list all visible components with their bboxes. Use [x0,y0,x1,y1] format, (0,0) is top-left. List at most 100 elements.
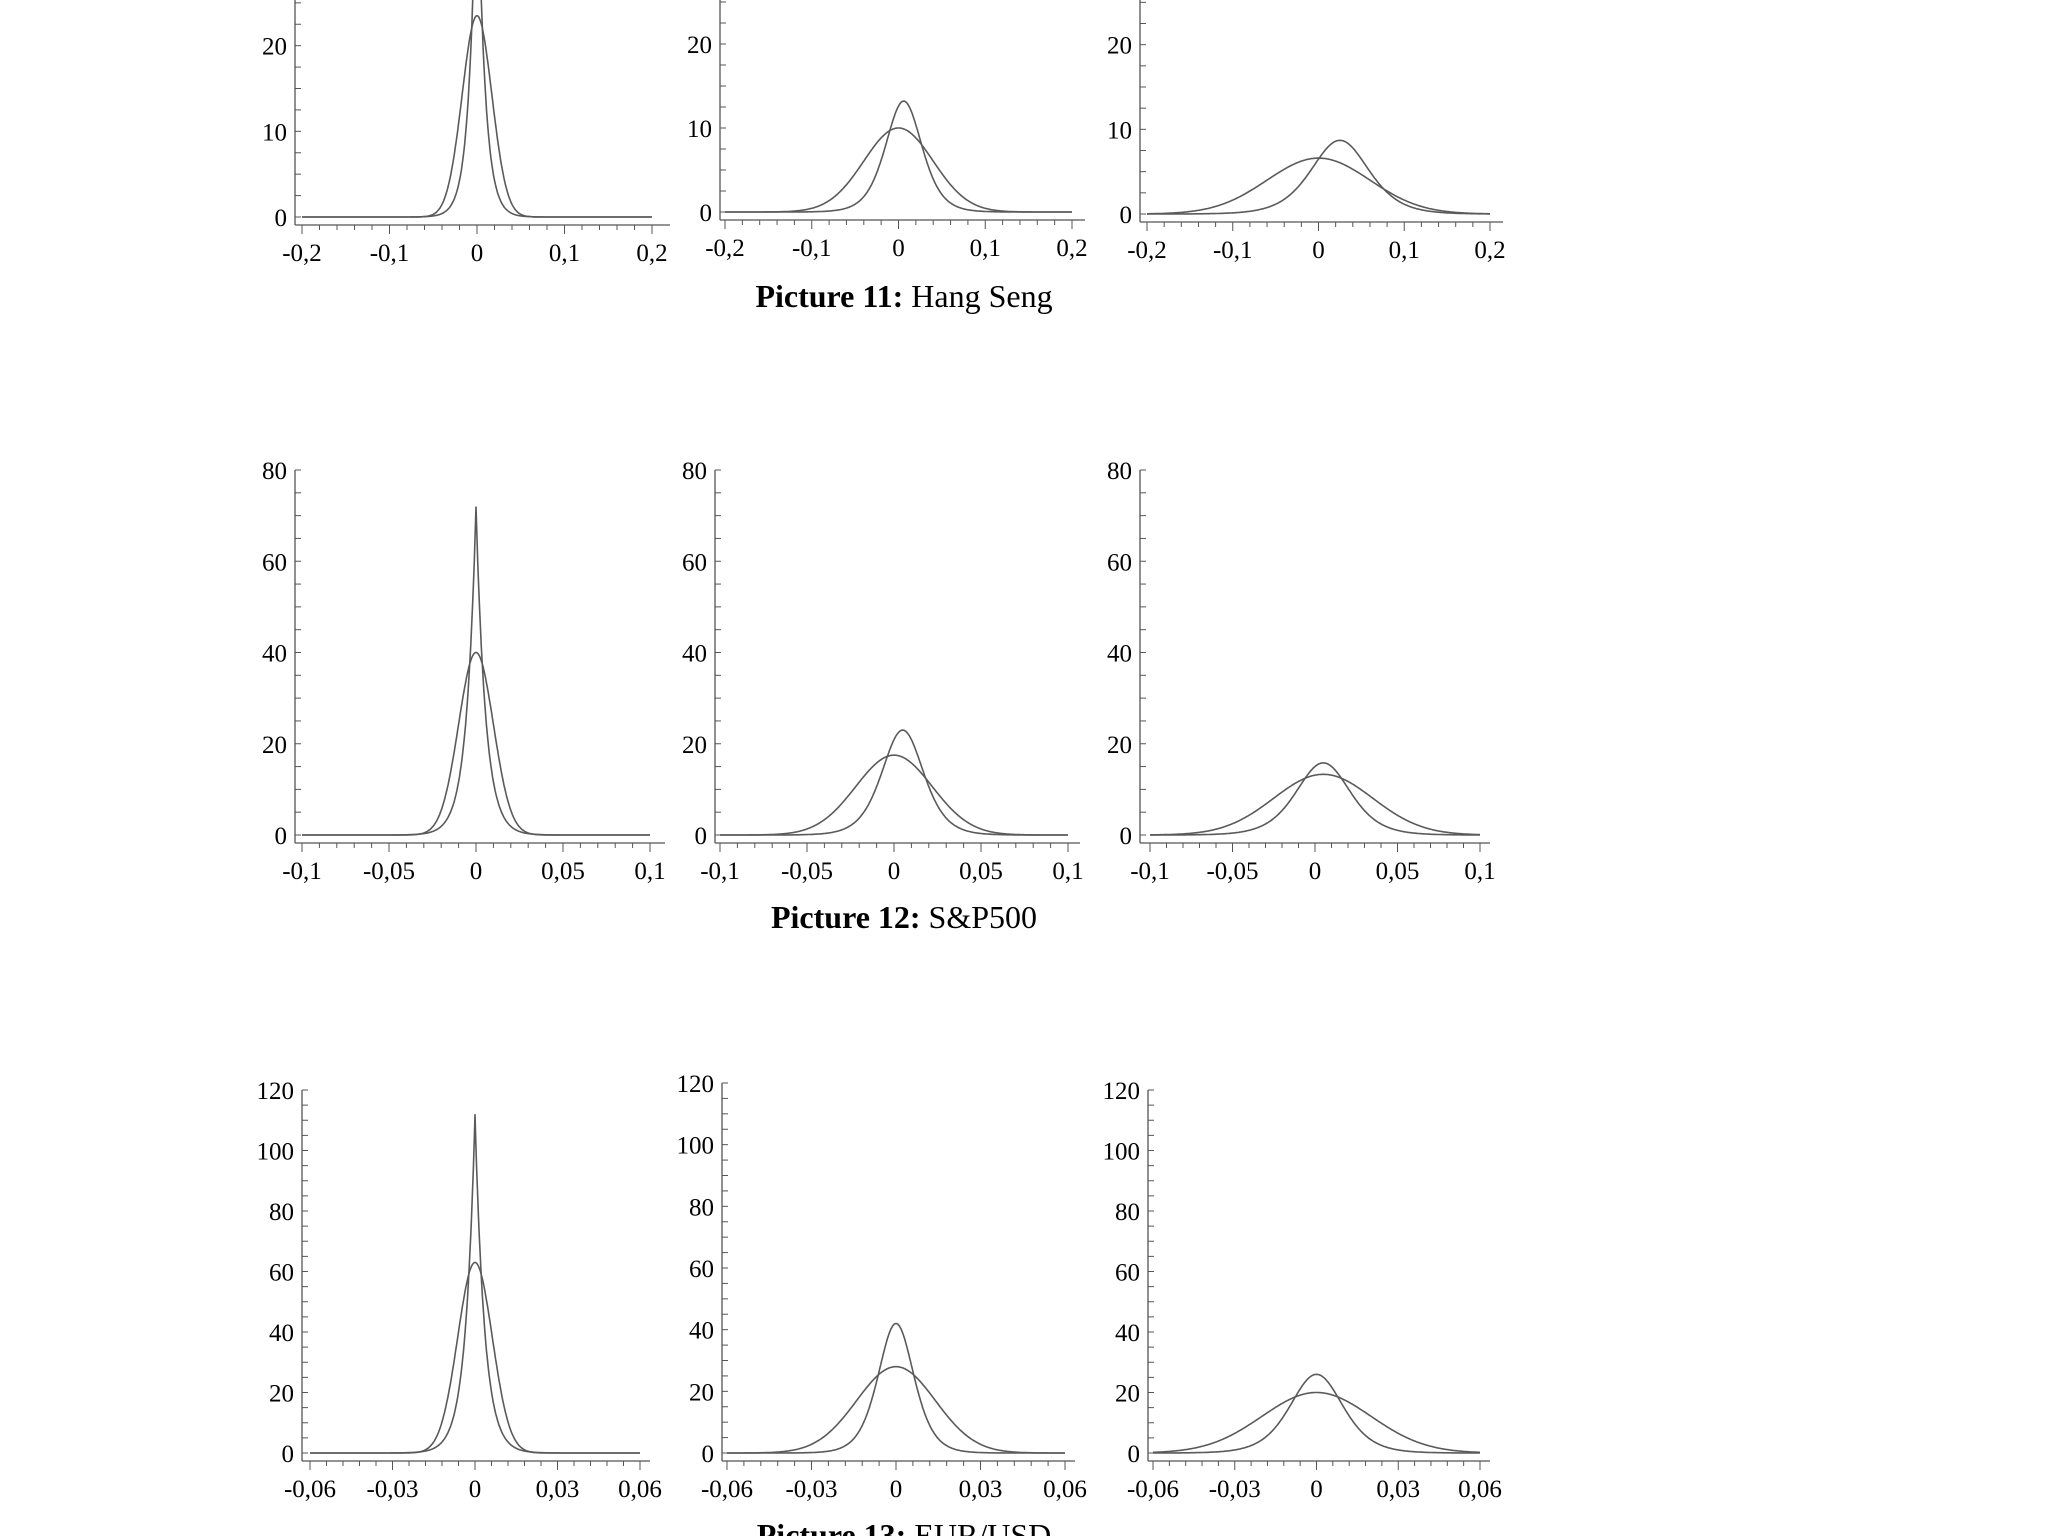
y-tick-label: 0 [700,200,713,227]
x-tick-label: 0,2 [636,240,667,267]
x-tick-label: -0,03 [785,1476,837,1503]
x-tick-label: -0,1 [792,235,832,262]
series-line-2 [720,729,1068,836]
x-tick-label: 0 [890,1476,903,1503]
x-tick-label: 0 [1312,237,1325,264]
chart-panel-picture13-1: -0,06 -0,03 0 0,03 0,06 0 20 40 60 80 100 120 [257,1078,662,1503]
x-tick-label: 0,03 [959,1476,1003,1503]
x-tick-label: 0 [471,240,484,267]
x-tick-label: 0,1 [1389,237,1420,264]
y-tick-label: 80 [269,1199,294,1226]
y-tick-label: 0 [275,205,288,232]
y-tick-label: 80 [262,458,287,485]
y-tick-label: 100 [257,1139,295,1166]
y-tick-label: 20 [262,732,287,759]
series-line-2 [302,506,650,836]
series-line-2 [1150,762,1480,836]
x-tick-label: 0,2 [1474,237,1505,264]
series-line-2 [727,1322,1065,1454]
series-line-1 [725,127,1072,213]
y-tick-label: 40 [1115,1320,1140,1347]
x-tick-label: 0,06 [1043,1476,1087,1503]
y-tick-label: 20 [269,1381,294,1408]
x-tick-label: -0,2 [705,235,745,262]
x-tick-label: 0 [1309,858,1322,885]
caption-name: EUR/USD [914,1517,1051,1536]
x-tick-label: 0 [470,858,483,885]
x-tick-label: -0,06 [284,1476,336,1503]
series-line-1 [1147,157,1490,215]
y-tick-label: 20 [682,732,707,759]
x-tick-label: -0,1 [1213,237,1253,264]
chart-panel-picture12-1: -0,1 -0,05 0 0,05 0,1 0 20 40 60 80 [262,458,666,885]
y-tick-label: 0 [1128,1441,1141,1468]
x-tick-label: 0,05 [959,858,1003,885]
chart-panel-picture11-1: -0,2 -0,1 0 0,1 0,2 0 10 20 [262,0,670,267]
y-tick-label: 20 [1115,1381,1140,1408]
x-tick-label: 0,1 [970,235,1001,262]
x-tick-label: -0,1 [1130,858,1170,885]
x-tick-label: 0,1 [549,240,580,267]
x-tick-label: 0,06 [1458,1476,1502,1503]
y-tick-label: 10 [687,116,712,143]
series-line-2 [1147,139,1490,215]
y-tick-label: 20 [1107,732,1132,759]
x-tick-label: 0,05 [541,858,585,885]
caption-label: Picture 13: [757,1517,907,1536]
y-tick-label: 20 [1107,33,1132,60]
y-tick-label: 20 [262,34,287,61]
x-tick-label: -0,03 [1209,1476,1261,1503]
x-tick-label: -0,1 [282,858,322,885]
x-tick-label: -0,05 [1206,858,1258,885]
y-tick-label: 120 [1103,1078,1141,1105]
y-tick-label: 0 [1120,202,1133,229]
y-tick-label: 120 [677,1071,715,1098]
y-tick-label: 80 [1107,458,1132,485]
y-tick-label: 40 [269,1320,294,1347]
plots-layer: -0,2 -0,1 0 0,1 0,2 0 10 20 -0,2 -0,1 0 0,1 0,2 0 10 20… [257,0,1506,1503]
chart-panel-picture13-3: -0,06 -0,03 0 0,03 0,06 0 20 40 60 80 100 120 [1103,1078,1502,1503]
y-tick-label: 0 [1120,823,1133,850]
x-tick-label: 0 [469,1476,482,1503]
caption-label: Picture 12: [771,899,921,935]
series-line-1 [302,14,652,218]
series-line-1 [310,1261,640,1454]
series-line-2 [1153,1373,1480,1454]
y-tick-label: 60 [1115,1260,1140,1287]
y-tick-label: 10 [1107,117,1132,144]
y-tick-label: 40 [1107,641,1132,668]
y-tick-label: 40 [689,1318,714,1345]
chart-panel-picture11-3: -0,2 -0,1 0 0,1 0,2 0 10 20 [1107,0,1506,264]
y-tick-label: 40 [682,641,707,668]
x-tick-label: -0,03 [366,1476,418,1503]
x-tick-label: 0,03 [1376,1476,1420,1503]
x-tick-label: 0,06 [618,1476,662,1503]
caption-name: S&P500 [929,899,1037,935]
y-tick-label: 100 [1103,1139,1141,1166]
chart-panel-picture11-2: -0,2 -0,1 0 0,1 0,2 0 10 20 [687,0,1088,262]
chart-panel-picture12-2: -0,1 -0,05 0 0,05 0,1 0 20 40 60 80 [682,458,1084,885]
y-tick-label: 10 [262,119,287,146]
x-tick-label: -0,06 [1127,1476,1179,1503]
y-tick-label: 80 [689,1194,714,1221]
y-tick-label: 20 [687,32,712,59]
x-tick-label: -0,2 [1127,237,1167,264]
y-tick-label: 80 [682,458,707,485]
x-tick-label: 0 [1310,1476,1323,1503]
x-tick-label: -0,2 [282,240,322,267]
series-line-1 [1150,773,1480,836]
caption-name: Hang Seng [911,278,1052,314]
series-line-2 [725,100,1072,213]
y-tick-label: 60 [1107,549,1132,576]
y-tick-label: 100 [677,1133,715,1160]
caption-picture-13: Picture 13: EUR/USD [757,1517,1051,1536]
chart-panel-picture12-3: -0,1 -0,05 0 0,05 0,1 0 20 40 60 80 [1107,458,1496,885]
series-line-1 [302,651,650,836]
x-tick-label: 0,05 [1376,858,1420,885]
y-tick-label: 80 [1115,1199,1140,1226]
y-tick-label: 60 [689,1256,714,1283]
series-line-2 [302,0,652,218]
caption-picture-12: Picture 12: S&P500 [771,899,1037,935]
caption-picture-11: Picture 11: Hang Seng [755,278,1052,314]
